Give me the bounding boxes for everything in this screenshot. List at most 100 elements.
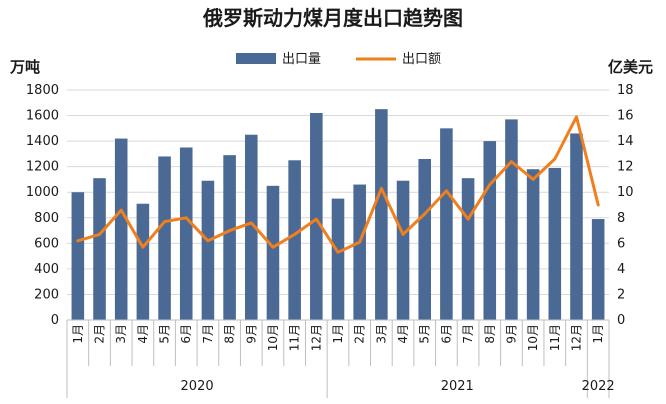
right-tick-label: 16 [617, 109, 634, 124]
x-tick-label: 3月 [114, 324, 128, 344]
x-tick-label: 7月 [461, 324, 475, 344]
bar [548, 167, 562, 320]
line-point [294, 233, 296, 235]
line-point [272, 246, 274, 248]
bar-series [71, 109, 605, 321]
line-point [597, 204, 599, 206]
bar [201, 180, 215, 320]
right-tick-label: 2 [617, 287, 625, 302]
year-label: 2022 [582, 379, 615, 394]
x-tick-label: 11月 [548, 324, 562, 351]
line-point [424, 213, 426, 215]
x-tick-label: 11月 [288, 324, 302, 351]
axes: 0 200 400 600 800 1000 1200 1400 1600 1800 0 2 4 6 8 10… [26, 83, 634, 398]
line-point [142, 246, 144, 248]
line-point [164, 221, 166, 223]
line-point [532, 178, 534, 180]
x-tick-label: 2月 [353, 324, 367, 344]
line-point [229, 230, 231, 232]
x-tick-label: 10月 [266, 324, 280, 351]
left-tick-label: 1200 [26, 160, 59, 175]
left-tick-label: 1600 [26, 109, 59, 124]
year-label: 2021 [441, 379, 474, 394]
bar [396, 180, 410, 320]
line-point [359, 241, 361, 243]
x-tick-label: 6月 [439, 324, 453, 344]
x-tick-label: 12月 [309, 324, 323, 351]
line-point [337, 251, 339, 253]
bar [591, 219, 605, 320]
x-tick-label: 4月 [136, 324, 150, 344]
bar [570, 133, 583, 320]
legend-bar-swatch [236, 53, 276, 64]
left-tick-label: 1800 [26, 83, 59, 98]
x-tick-label: 4月 [396, 324, 410, 344]
legend-label: 出口量 [282, 52, 321, 67]
line-point [575, 116, 577, 118]
left-tick-label: 200 [34, 287, 59, 302]
left-axis-unit: 万吨 [9, 58, 40, 76]
line-point [489, 184, 491, 186]
x-tick-label: 1月 [71, 324, 85, 344]
line-point [120, 209, 122, 211]
bar [179, 147, 193, 320]
bar [375, 109, 388, 321]
line-series [76, 115, 600, 254]
right-axis-unit: 亿美元 [608, 58, 653, 76]
legend-label: 出口额 [402, 52, 441, 67]
bar [310, 113, 323, 320]
x-tick-label: 2月 [93, 324, 107, 344]
line-point [207, 240, 209, 242]
x-tick-label: 3月 [374, 324, 388, 344]
bar [461, 178, 475, 320]
bar [114, 138, 128, 320]
x-tick-label: 7月 [201, 324, 215, 344]
bar [526, 169, 540, 320]
gridlines [67, 89, 609, 295]
left-tick-label: 0 [51, 313, 59, 328]
line-point [467, 218, 469, 220]
year-label: 2020 [181, 379, 214, 394]
right-tick-label: 4 [617, 262, 625, 277]
line-point [99, 233, 101, 235]
bar [288, 160, 301, 320]
left-tick-label: 600 [34, 236, 59, 251]
x-tick-label: 5月 [158, 324, 172, 344]
bar [505, 119, 518, 320]
bar [353, 184, 366, 320]
line-point [250, 222, 252, 224]
left-tick-label: 800 [34, 211, 59, 226]
bar [331, 198, 345, 320]
bar [93, 178, 106, 320]
x-tick-label: 12月 [569, 324, 583, 351]
line-point [380, 187, 382, 189]
bar [266, 185, 280, 320]
bar [244, 134, 258, 320]
x-tick-label: 9月 [244, 324, 258, 344]
line-point [77, 240, 79, 242]
legend: 出口量 出口额 [236, 52, 441, 67]
x-tick-label: 9月 [504, 324, 518, 344]
left-tick-label: 400 [34, 262, 59, 277]
x-tick-label: 1月 [331, 324, 345, 344]
x-tick-label: 8月 [483, 324, 497, 344]
line-point [510, 161, 512, 163]
right-tick-label: 18 [617, 83, 634, 98]
bar [136, 203, 150, 320]
bar [483, 141, 497, 320]
left-tick-label: 1000 [26, 185, 59, 200]
bar [440, 128, 453, 320]
right-tick-label: 8 [617, 211, 625, 226]
line-point [445, 190, 447, 192]
bar [158, 156, 171, 320]
bar [71, 192, 85, 320]
x-tick-label: 1月 [591, 324, 605, 344]
line-point [554, 158, 556, 160]
left-tick-label: 1400 [26, 134, 59, 149]
right-tick-label: 12 [617, 160, 634, 175]
line-point [315, 218, 317, 220]
bar [418, 159, 432, 320]
right-tick-label: 0 [617, 313, 625, 328]
